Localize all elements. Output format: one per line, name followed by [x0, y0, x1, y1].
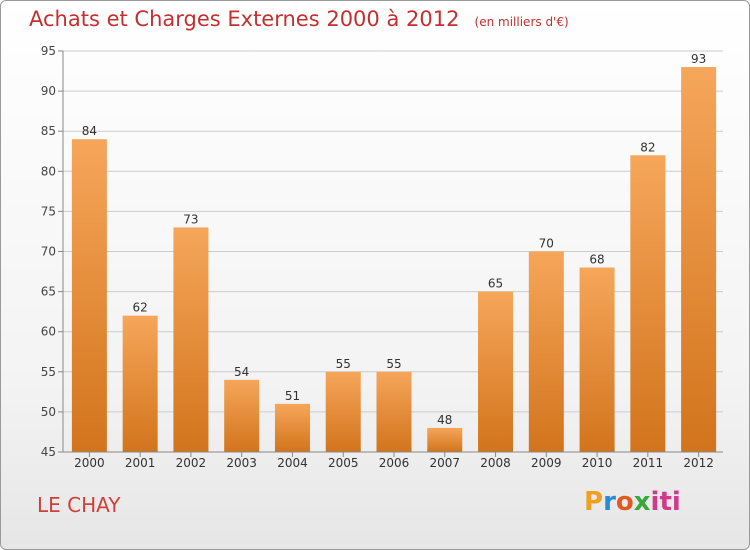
- bar-value-label: 82: [640, 140, 655, 154]
- commune-name: LE CHAY: [37, 493, 121, 517]
- x-tick-label: 2001: [125, 456, 156, 470]
- x-tick-label: 2012: [683, 456, 714, 470]
- y-tick-label: 85: [41, 124, 56, 138]
- x-tick-label: 2008: [480, 456, 511, 470]
- logo-letter: x: [633, 487, 651, 517]
- bar-value-label: 55: [386, 357, 401, 371]
- bar-value-label: 48: [437, 413, 452, 427]
- bar: [224, 379, 260, 452]
- x-tick-label: 2003: [226, 456, 257, 470]
- y-tick-label: 95: [41, 44, 56, 58]
- chart-unit-note: (en milliers d'€): [474, 15, 569, 29]
- bar: [579, 267, 615, 452]
- bar-value-label: 65: [488, 277, 503, 291]
- bar: [122, 315, 158, 452]
- bar: [71, 139, 107, 452]
- x-tick-label: 2004: [277, 456, 308, 470]
- bar-value-label: 70: [539, 237, 554, 251]
- bar: [376, 371, 412, 452]
- x-tick-label: 2002: [176, 456, 207, 470]
- axes: 45 50 55 60 65 70 75 80 85 90 95 2000 2001 2002 2003 20…: [41, 44, 723, 470]
- bar: [173, 227, 209, 452]
- x-tick-label: 2000: [74, 456, 105, 470]
- x-tick-label: 2005: [328, 456, 359, 470]
- y-tick-label: 55: [41, 365, 56, 379]
- y-tick-label: 80: [41, 164, 56, 178]
- bar-value-label: 54: [234, 365, 249, 379]
- x-tick-label: 2010: [582, 456, 613, 470]
- y-tick-label: 45: [41, 445, 56, 459]
- x-tick-label: 2009: [531, 456, 562, 470]
- bar-value-label: 84: [82, 124, 97, 138]
- bar-value-label: 93: [691, 52, 706, 66]
- bar-value-label: 62: [133, 301, 148, 315]
- x-tick-label: 2007: [429, 456, 460, 470]
- chart-title: Achats et Charges Externes 2000 à 2012: [29, 7, 460, 31]
- y-tick-label: 50: [41, 405, 56, 419]
- y-tick-label: 60: [41, 325, 56, 339]
- bar: [681, 67, 717, 452]
- bar: [274, 403, 310, 452]
- bar-value-label: 55: [336, 357, 351, 371]
- chart-title-block: Achats et Charges Externes 2000 à 2012 (…: [29, 7, 569, 31]
- bar: [528, 251, 564, 452]
- bar-value-label: 73: [183, 212, 198, 226]
- y-tick-label: 75: [41, 204, 56, 218]
- bars: 84 62 73 54 51 55 55 48 65 70 68 82 93: [71, 52, 717, 452]
- logo-letter: o: [615, 487, 634, 517]
- bar: [478, 291, 514, 452]
- logo-letter: iti: [650, 487, 681, 517]
- y-tick-label: 65: [41, 285, 56, 299]
- bar: [630, 155, 666, 452]
- logo-letter: P: [584, 487, 604, 517]
- bar: [325, 371, 361, 452]
- y-tick-label: 90: [41, 84, 56, 98]
- y-tick-label: 70: [41, 245, 56, 259]
- x-tick-label: 2011: [633, 456, 664, 470]
- bar-value-label: 68: [589, 253, 604, 267]
- x-tick-label: 2006: [379, 456, 410, 470]
- proxiti-logo[interactable]: Proxiti: [584, 487, 681, 517]
- bar: [427, 427, 463, 452]
- logo-letter: r: [603, 487, 616, 517]
- bar-value-label: 51: [285, 389, 300, 403]
